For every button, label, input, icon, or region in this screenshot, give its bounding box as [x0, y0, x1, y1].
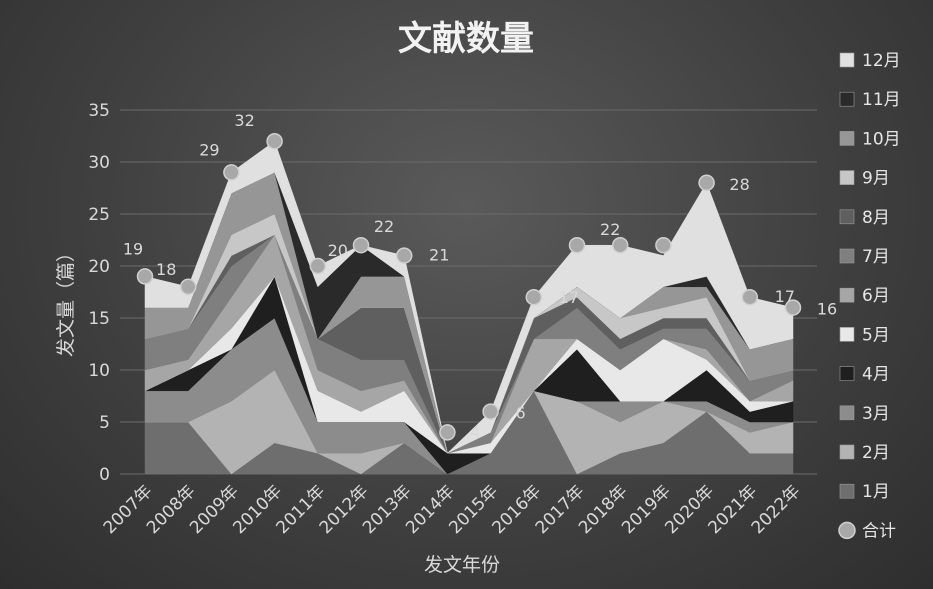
total-marker: [223, 164, 240, 181]
legend-label: 11月: [862, 90, 901, 110]
y-tick-label: 30: [88, 153, 110, 173]
legend-label: 7月: [862, 247, 890, 267]
legend-swatch: [839, 248, 855, 264]
data-label: 22: [600, 220, 620, 239]
data-label: 4: [470, 422, 480, 441]
data-label: 28: [729, 175, 749, 194]
y-tick-label: 10: [88, 361, 110, 381]
legend-swatch: [839, 483, 855, 499]
total-marker: [698, 174, 715, 192]
area-12月: [144, 140, 794, 454]
total-marker: [352, 236, 370, 254]
data-label: 32: [234, 111, 254, 130]
legend-total-marker: [838, 521, 856, 540]
data-label: 16: [817, 300, 837, 319]
legend-label: 6月: [862, 286, 890, 306]
total-marker: [784, 299, 802, 316]
data-label: 20: [328, 241, 348, 260]
total-marker: [439, 424, 456, 441]
legend-label: 9月: [862, 169, 890, 189]
legend-label: 5月: [862, 325, 890, 345]
legend-label: 3月: [862, 404, 890, 424]
y-tick-label: 0: [99, 465, 110, 485]
data-label: 18: [156, 260, 176, 279]
data-label: 21: [429, 246, 449, 265]
total-marker: [525, 288, 543, 306]
legend-swatch: [839, 366, 855, 381]
data-labels: 19 18 29 32 20 22 21 4 6 17 22 28 17 16: [123, 111, 837, 441]
total-marker: [136, 268, 154, 285]
data-label: 19: [123, 239, 143, 258]
total-marker: [266, 132, 283, 150]
legend-label: 10月: [862, 129, 901, 149]
legend-swatch: [839, 170, 855, 185]
y-tick-label: 5: [99, 413, 110, 433]
legend-swatch: [839, 52, 855, 68]
legend-label: 4月: [862, 365, 890, 385]
total-marker: [655, 236, 672, 254]
total-marker: [741, 288, 759, 306]
total-marker: [179, 278, 197, 296]
legend-label: 1月: [862, 482, 890, 502]
legend-swatch: [839, 209, 855, 225]
total-marker: [395, 247, 413, 264]
legend-swatch: [839, 405, 855, 421]
legend-swatch: [839, 131, 855, 146]
y-tick-label: 25: [88, 205, 110, 225]
total-markers: [136, 132, 802, 441]
y-tick-label: 35: [88, 101, 110, 121]
x-axis-title: 发文年份: [424, 554, 500, 576]
legend-label: 2月: [862, 443, 890, 463]
total-marker: [611, 236, 629, 254]
data-label: 17: [559, 288, 579, 307]
legend-swatch: [839, 91, 855, 107]
total-marker: [309, 257, 327, 275]
legend-swatch: [839, 287, 855, 303]
y-axis-title: 发文量（篇）: [55, 243, 77, 357]
legend-swatch: [839, 444, 855, 460]
legend-label-total: 合计: [862, 521, 896, 541]
area-series: [144, 140, 794, 475]
y-tick-label: 20: [88, 257, 110, 277]
x-axis-ticks: 2007年2008年2009年2010年2011年2012年2013年2014年…: [100, 481, 805, 538]
x-tick-label: 2022年: [748, 481, 805, 538]
data-label: 29: [199, 140, 219, 159]
chart-title: 文献数量: [398, 19, 534, 59]
y-axis-ticks: 0 5 10 15 20 25 30 35: [88, 101, 110, 485]
data-label: 6: [516, 404, 526, 423]
data-label: 22: [374, 217, 394, 236]
total-marker: [482, 403, 499, 420]
legend-label: 8月: [862, 208, 890, 228]
y-tick-label: 15: [88, 309, 110, 329]
legend-label: 12月: [862, 51, 901, 71]
data-label: 17: [775, 287, 795, 306]
total-marker: [568, 236, 586, 254]
legend-swatch: [839, 327, 855, 342]
